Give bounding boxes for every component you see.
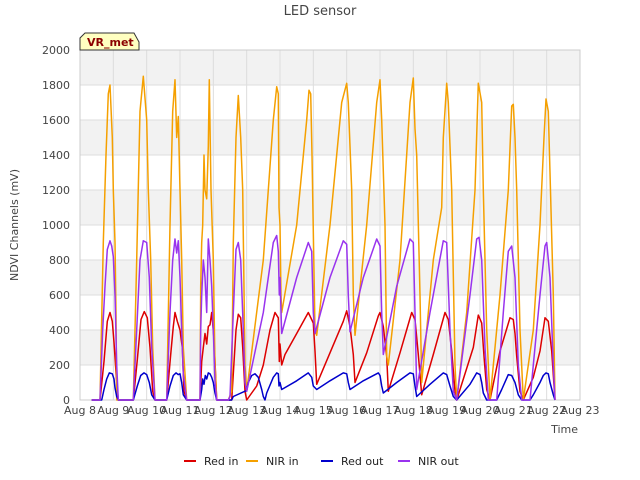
y-tick-label: 1400 [42, 149, 70, 162]
x-tick-label: Aug 17 [361, 404, 400, 417]
site-badge-label: VR_met [87, 36, 134, 49]
legend-item-nir-in: NIR in [246, 455, 299, 468]
x-axis-label: Time [550, 423, 578, 436]
x-tick-label: Aug 15 [294, 404, 333, 417]
plot-band [80, 50, 580, 85]
y-tick-label: 1600 [42, 114, 70, 127]
y-tick-label: 2000 [42, 44, 70, 57]
x-tick-label: Aug 14 [261, 404, 300, 417]
legend-label: Red out [341, 455, 384, 468]
x-tick-label: Aug 12 [194, 404, 233, 417]
plot-band [80, 120, 580, 155]
x-tick-label: Aug 13 [227, 404, 266, 417]
x-tick-label: Aug 9 [97, 404, 129, 417]
legend-item-red-out: Red out [321, 455, 384, 468]
x-tick-label: Aug 11 [161, 404, 200, 417]
x-tick-label: Aug 23 [561, 404, 600, 417]
plot-band [80, 85, 580, 120]
plot-band [80, 155, 580, 190]
legend-item-red-in: Red in [184, 455, 238, 468]
y-tick-label: 200 [49, 359, 70, 372]
series-line-nir-out [91, 234, 556, 401]
series-lines [91, 75, 556, 401]
y-tick-label: 1800 [42, 79, 70, 92]
y-tick-label: 1200 [42, 184, 70, 197]
x-tick-label: Aug 20 [461, 404, 500, 417]
legend-label: Red in [204, 455, 238, 468]
x-tick-label: Aug 8 [64, 404, 96, 417]
legend-item-nir-out: NIR out [398, 455, 459, 468]
plot-frame [79, 49, 581, 401]
y-axis-label: NDVI Channels (mV) [8, 169, 21, 281]
site-badge: VR_met [79, 32, 140, 51]
x-tick-label: Aug 16 [327, 404, 366, 417]
site-badge-shape [79, 32, 140, 51]
legend-label: NIR in [266, 455, 299, 468]
y-tick-label: 400 [49, 324, 70, 337]
x-tick-label: Aug 10 [127, 404, 166, 417]
x-tick-label: Aug 18 [394, 404, 433, 417]
y-tick-label: 0 [63, 394, 70, 407]
chart-title: LED sensor [284, 4, 357, 19]
y-tick-label: 600 [49, 289, 70, 302]
x-tick-label: Aug 21 [494, 404, 533, 417]
legend-label: NIR out [418, 455, 459, 468]
y-tick-label: 1000 [42, 219, 70, 232]
legend: Red in NIR in Red out NIR out [184, 455, 459, 468]
x-tick-label: Aug 22 [527, 404, 566, 417]
y-axis-ticks: 0 200 400 600 800 1000 1200 1400 1600 1800 2000 [42, 44, 70, 407]
x-tick-label: Aug 19 [427, 404, 466, 417]
y-tick-label: 800 [49, 254, 70, 267]
